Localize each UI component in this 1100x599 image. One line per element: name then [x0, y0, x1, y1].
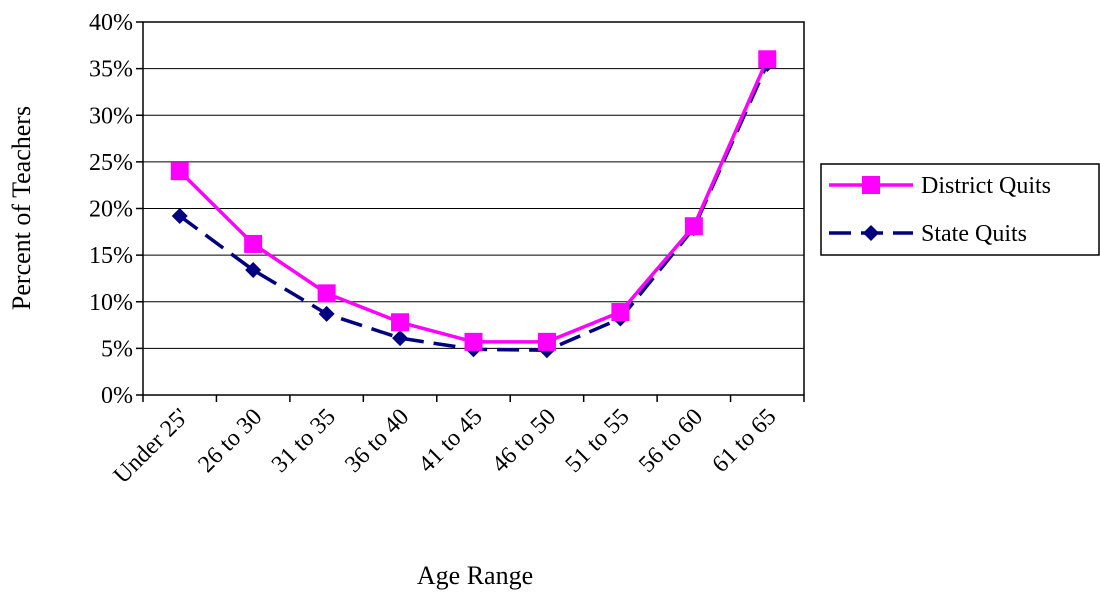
x-tick-label: 61 to 65 [708, 404, 782, 478]
y-tick-labels: 0% 5% 10% 15% 20% 25% 30% 35% 40% [89, 10, 133, 409]
data-point [170, 162, 189, 181]
data-point [684, 217, 703, 236]
y-axis-title: Percent of Teachers [7, 106, 36, 310]
y-tick-label: 15% [89, 243, 133, 269]
series-markers [170, 50, 777, 359]
y-tick-label: 10% [89, 290, 133, 316]
data-point [464, 332, 483, 351]
gridlines [143, 68, 804, 349]
data-point [245, 262, 262, 279]
x-tick-label: 31 to 35 [267, 404, 341, 478]
x-tick-label: 56 to 60 [634, 404, 708, 478]
data-point [537, 332, 556, 351]
y-tick-label: 5% [101, 336, 133, 362]
legend: District Quits State Quits [820, 163, 1100, 256]
data-point [318, 305, 335, 322]
legend-marker [862, 176, 880, 194]
data-point [391, 313, 410, 332]
legend-label: District Quits [921, 173, 1051, 199]
y-tick-label: 0% [101, 383, 133, 409]
x-tick-label: 46 to 50 [487, 404, 561, 478]
y-tick-label: 35% [89, 57, 133, 83]
data-point [244, 234, 263, 253]
y-tick-label: 25% [89, 150, 133, 176]
y-tick-label: 40% [89, 10, 133, 36]
y-tick-label: 20% [89, 197, 133, 223]
data-point [171, 207, 188, 224]
data-point [611, 303, 630, 322]
legend-marker [863, 225, 879, 241]
x-axis-title: Age Range [417, 561, 533, 590]
data-point [758, 50, 777, 69]
data-point [392, 330, 409, 347]
x-tick-label: 41 to 45 [414, 404, 488, 478]
x-tick-labels: Under 25' 26 to 30 31 to 35 36 to 40 41 to 4… [109, 404, 782, 489]
x-tick-label: 51 to 55 [561, 404, 635, 478]
data-point [317, 284, 336, 303]
x-tick-label: 36 to 40 [340, 404, 414, 478]
axes [136, 21, 805, 402]
y-tick-label: 30% [89, 103, 133, 129]
legend-label: State Quits [921, 221, 1027, 247]
x-tick-label: Under 25' [109, 404, 194, 489]
x-tick-label: 26 to 30 [193, 404, 267, 478]
